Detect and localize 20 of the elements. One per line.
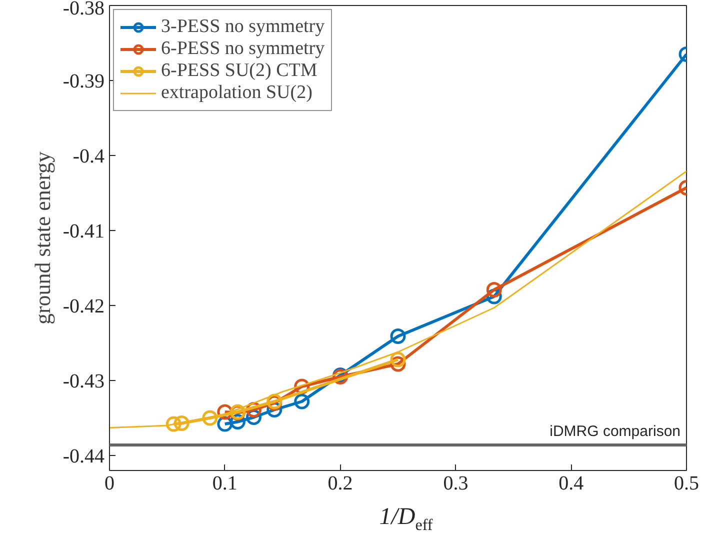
x-tick-label: 0.4: [558, 472, 584, 494]
ref-line-label: iDMRG comparison: [550, 423, 681, 440]
y-axis-title: ground state energy: [30, 151, 55, 325]
y-tick-label: -0.43: [62, 370, 105, 392]
legend-label: 6-PESS no symmetry: [161, 38, 325, 60]
y-tick-label: -0.38: [62, 0, 105, 20]
x-tick-label: 0.3: [443, 472, 468, 494]
legend-label: extrapolation SU(2): [161, 82, 312, 104]
y-tick-label: -0.41: [62, 220, 105, 242]
y-tick-label: -0.42: [62, 296, 105, 318]
x-tick-label: 0.5: [674, 472, 699, 494]
legend-label: 6-PESS SU(2) CTM: [161, 60, 318, 82]
x-tick-label: 0.2: [328, 472, 353, 494]
x-tick-label: 0: [104, 472, 114, 494]
x-tick-label: 0.1: [212, 472, 238, 494]
y-tick-label: -0.44: [62, 446, 105, 468]
y-tick-label: -0.4: [72, 146, 105, 168]
y-tick-label: -0.39: [62, 70, 105, 92]
legend-label: 3-PESS no symmetry: [161, 16, 325, 38]
x-axis-title: 1/D$_{eff}$: [379, 504, 433, 533]
